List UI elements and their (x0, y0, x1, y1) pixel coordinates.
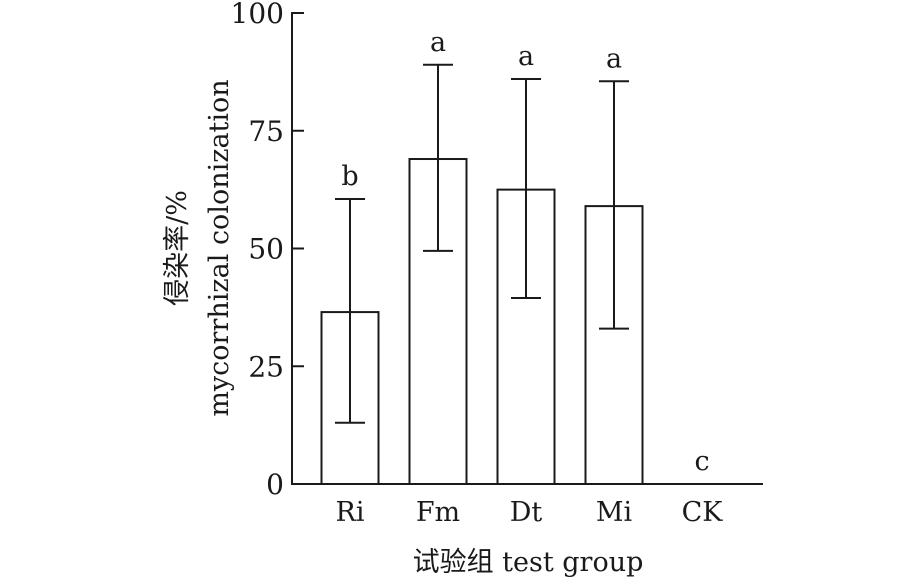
y-tick-label: 0 (266, 468, 284, 501)
x-tick-label-mi: Mi (596, 497, 633, 528)
y-tick-label: 25 (248, 350, 284, 383)
y-axis-label-cn: 侵染率/% (162, 190, 193, 306)
significance-label-dt: a (518, 41, 534, 72)
x-tick-labels: Ri Fm Dt Mi CK (336, 497, 724, 528)
bars-layer (320, 158, 644, 486)
y-tick-label: 50 (248, 233, 284, 266)
error-bar-fm (423, 63, 453, 252)
x-tick-label-dt: Dt (510, 497, 543, 528)
y-axis-label-en: mycorrhizal colonization (204, 79, 235, 416)
error-bar-ri (335, 198, 365, 424)
x-axis-label: 试验组 test group (413, 547, 644, 578)
significance-labels: b a a a c (341, 27, 709, 477)
significance-label-ck: c (694, 446, 709, 477)
error-bars-layer (335, 63, 629, 424)
y-tick-label: 100 (231, 0, 284, 30)
x-tick-label-fm: Fm (416, 497, 460, 528)
x-tick-label-ri: Ri (336, 497, 365, 528)
error-bar-mi (599, 80, 629, 330)
significance-label-fm: a (430, 27, 446, 58)
significance-label-ri: b (341, 161, 358, 192)
error-bar-dt (511, 77, 541, 299)
y-tick-label: 75 (248, 115, 284, 148)
x-tick-label-ck: CK (682, 497, 724, 528)
significance-label-mi: a (606, 43, 622, 74)
bar-mi (584, 205, 644, 486)
